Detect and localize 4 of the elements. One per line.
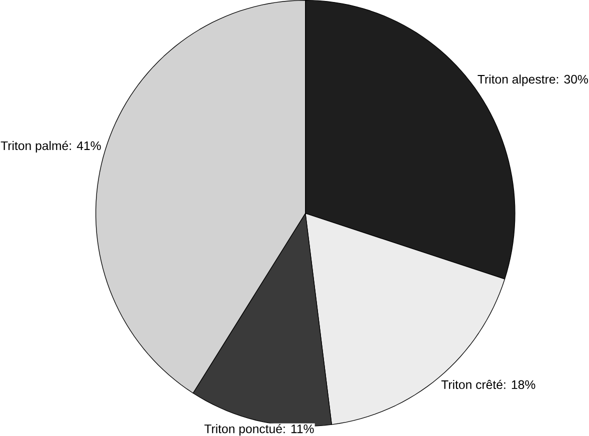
slice-label: Triton crêté: 18% [441,380,536,389]
slice-label: Triton ponctué: 11% [204,424,314,436]
slice-label: Triton alpestre: 30% [478,74,588,86]
slice-label: Triton palmé: 41% [0,140,101,152]
